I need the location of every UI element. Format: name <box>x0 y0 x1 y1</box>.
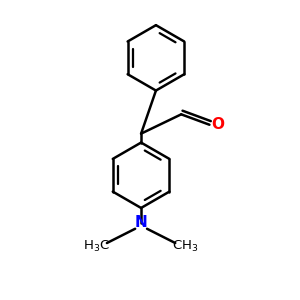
Text: H$_3$C: H$_3$C <box>83 239 110 254</box>
Text: N: N <box>135 215 148 230</box>
Text: O: O <box>211 117 224 132</box>
Text: CH$_3$: CH$_3$ <box>172 239 199 254</box>
